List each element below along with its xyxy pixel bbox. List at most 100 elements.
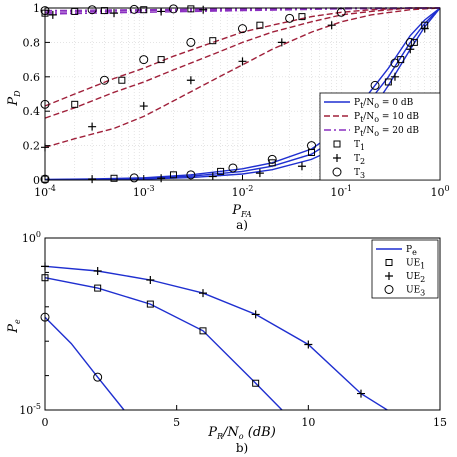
x-axis-label-part: P xyxy=(207,425,217,440)
legend-label-part: /N xyxy=(363,112,374,122)
legend-label-part: T xyxy=(354,154,360,164)
marker-circle xyxy=(168,4,178,14)
legend-label: Pe xyxy=(406,245,417,257)
x-tick-label: 10-2 xyxy=(232,184,254,199)
marker-circle xyxy=(285,13,295,23)
x-tick-label-part: 10 xyxy=(232,186,246,199)
x-tick-label-part: -4 xyxy=(48,184,56,193)
x-tick-label: 15 xyxy=(433,416,447,429)
marker-circle xyxy=(93,372,103,382)
y-tick-label: 0.4 xyxy=(23,105,41,118)
marker-plus xyxy=(251,310,260,319)
marker-plus xyxy=(304,340,313,349)
marker-square xyxy=(187,5,195,13)
curve xyxy=(44,265,388,411)
x-tick-label-part: 10 xyxy=(34,186,48,199)
marker-plus xyxy=(199,5,208,14)
x-axis-label-part: (dB) xyxy=(244,425,276,440)
y-tick-label-part: 10 xyxy=(19,404,33,417)
marker-square xyxy=(217,167,225,175)
legend-label: Pt/No = 0 dB xyxy=(354,98,414,110)
legend-label: Pt/No = 20 dB xyxy=(354,126,419,138)
marker-square xyxy=(94,284,102,292)
legend-label-part: e xyxy=(412,248,417,257)
y-axis-label-part: P xyxy=(6,97,21,107)
y-tick-label-part: -5 xyxy=(33,402,41,411)
legend-label-part: 2 xyxy=(420,275,425,284)
marker-circle xyxy=(405,37,415,47)
legend-label-part: t xyxy=(360,129,364,138)
marker-plus xyxy=(88,122,97,131)
marker-square xyxy=(140,6,148,14)
caption-b: b) xyxy=(236,441,248,455)
x-axis-label-part: FA xyxy=(240,210,252,219)
x-tick-label-part: -3 xyxy=(147,184,155,193)
marker-circle xyxy=(370,80,380,90)
marker-square xyxy=(252,379,260,387)
x-tick-label: 10-4 xyxy=(34,184,56,199)
marker-plus xyxy=(157,7,166,16)
marker-circle xyxy=(139,55,149,65)
curve xyxy=(44,7,440,119)
x-tick-label: 5 xyxy=(173,416,180,429)
marker-square xyxy=(169,171,177,179)
marker-circle xyxy=(267,154,277,164)
y-axis-label: Pe xyxy=(6,319,22,334)
marker-plus xyxy=(327,21,336,30)
y-axis-label-part: P xyxy=(6,324,21,334)
marker-plus xyxy=(277,38,286,47)
marker-plus xyxy=(157,174,166,183)
marker-square xyxy=(199,327,207,335)
y-axis-label-part: e xyxy=(13,319,22,324)
legend-label: Pt/No = 10 dB xyxy=(354,112,419,124)
x-axis-label-part: /N xyxy=(221,425,239,440)
legend-marker-plus xyxy=(385,272,393,280)
y-tick-label: 0.8 xyxy=(23,36,41,49)
x-axis-label: PR/No (dB) xyxy=(207,425,276,441)
legend-label-part: UE xyxy=(406,259,420,269)
legend-label-part: P xyxy=(406,245,412,255)
legend-label-part: /N xyxy=(363,126,374,136)
legend-label-part: = 0 dB xyxy=(379,98,414,108)
legend-label: T3 xyxy=(354,168,365,180)
y-tick-label-part: 0 xyxy=(36,230,41,239)
panel-b xyxy=(40,237,441,411)
y-tick-label: 100 xyxy=(22,230,41,245)
legend-label-part: P xyxy=(354,126,360,136)
legend-label: UE3 xyxy=(406,286,425,298)
legend-label-part: T xyxy=(354,168,360,178)
y-tick-label: 0.2 xyxy=(23,140,41,153)
marker-square xyxy=(256,21,264,29)
curve xyxy=(44,7,441,148)
marker-plus xyxy=(199,289,207,298)
marker-plus xyxy=(420,24,429,33)
curve xyxy=(44,316,125,411)
legend-marker-circle xyxy=(384,285,394,294)
marker-square xyxy=(298,13,306,21)
marker-plus xyxy=(297,162,306,171)
x-tick-label: 10-1 xyxy=(330,184,352,199)
legend-label-part: 3 xyxy=(360,171,365,180)
x-axis-label-part: R xyxy=(216,432,223,441)
x-tick-label-part: -1 xyxy=(344,184,352,193)
marker-plus xyxy=(88,175,97,184)
legend-box xyxy=(319,92,441,181)
legend-label: T1 xyxy=(354,140,365,152)
y-tick-label: 10-5 xyxy=(19,402,41,417)
x-tick-label: 10-3 xyxy=(133,184,155,199)
marker-circle xyxy=(129,173,139,183)
marker-square xyxy=(110,174,118,182)
x-tick-label: 10 xyxy=(301,416,315,429)
legend-label-part: = 20 dB xyxy=(379,126,419,136)
marker-circle xyxy=(390,58,400,68)
legend-label-part: t xyxy=(360,101,364,110)
x-tick-label: 100 xyxy=(430,184,449,199)
x-tick-label-part: 10 xyxy=(330,186,344,199)
marker-plus xyxy=(110,9,119,18)
marker-square xyxy=(209,37,217,45)
curve xyxy=(44,7,441,13)
marker-plus xyxy=(390,72,399,81)
legend-label-part: UE xyxy=(406,272,420,282)
legend-label-part: 1 xyxy=(360,143,365,152)
marker-circle xyxy=(99,75,109,85)
